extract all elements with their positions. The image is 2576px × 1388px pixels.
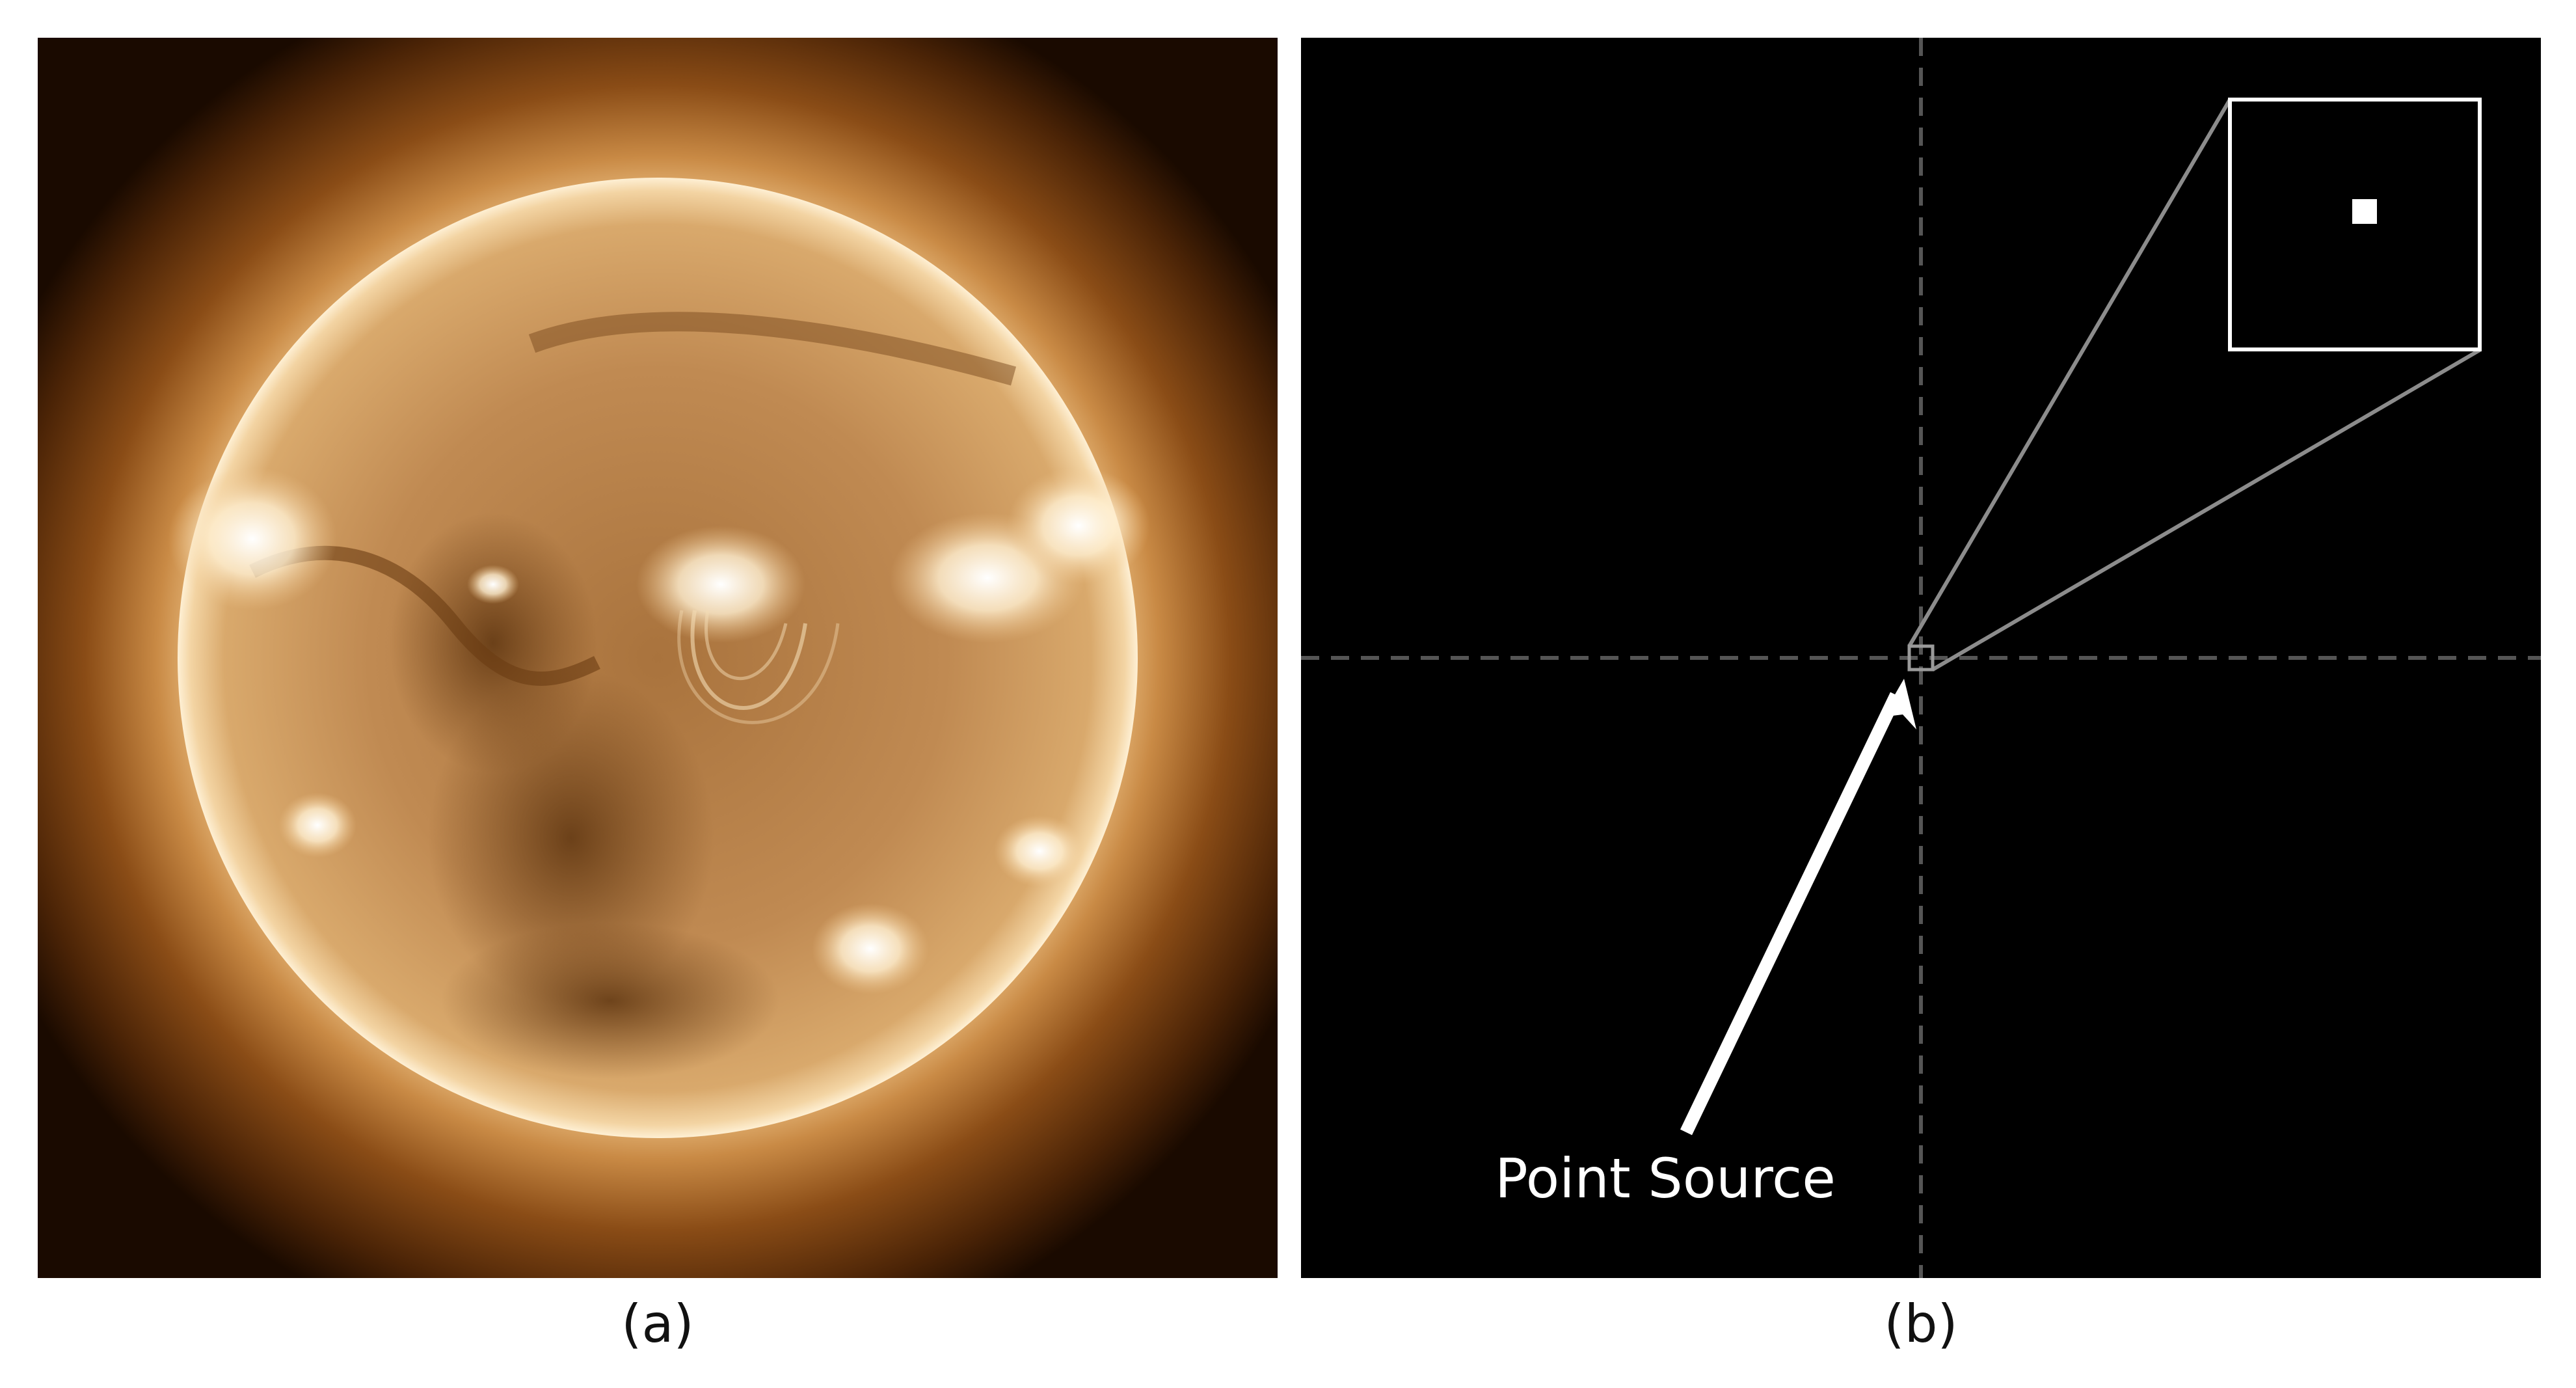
zoom-inset (2228, 98, 2482, 351)
point-source-panel: Point Source (1301, 38, 2541, 1278)
annotation-arrow-head (1882, 679, 1916, 729)
active-region (636, 526, 805, 643)
zoom-source-box (1907, 644, 1935, 672)
solar-image-panel (38, 38, 1278, 1278)
active-region (168, 467, 337, 610)
point-source-marker (2352, 199, 2377, 224)
annotation-arrow-shaft (1680, 692, 1903, 1136)
solar-disk (178, 178, 1138, 1138)
panel-b-caption: (b) (1884, 1294, 1958, 1354)
point-source-label: Point Source (1495, 1147, 1836, 1210)
zoom-line-top (1907, 98, 2232, 647)
solar-image (38, 38, 1278, 1278)
point-source-image: Point Source (1301, 38, 2541, 1278)
panel-a-caption: (a) (621, 1294, 694, 1354)
zoom-line-bottom (1931, 348, 2481, 672)
